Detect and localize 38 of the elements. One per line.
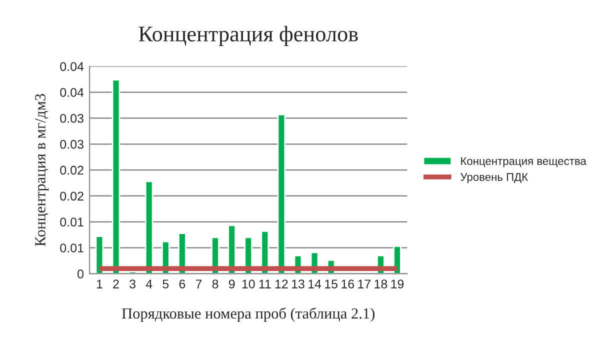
bar xyxy=(112,79,120,274)
y-tick-label: 0.02 xyxy=(60,166,84,175)
legend-label: Уровень ПДК xyxy=(460,173,528,184)
x-tick-label: 5 xyxy=(162,280,169,288)
y-axis-title: Концентрация в мг/дм3 xyxy=(35,94,49,246)
x-tick-label: 6 xyxy=(179,280,186,288)
y-tick-label: 0.02 xyxy=(60,192,84,201)
x-tick-label: 9 xyxy=(228,280,235,288)
bar xyxy=(228,224,236,274)
x-tick-label: 13 xyxy=(292,280,304,288)
y-tick-label: 0.03 xyxy=(60,114,84,123)
bar xyxy=(144,180,154,274)
y-tick-label: 0.01 xyxy=(60,218,84,226)
x-tick-label: 3 xyxy=(130,280,136,288)
x-tick-label: 11 xyxy=(259,280,271,288)
y-tick-label: 0.04 xyxy=(60,62,84,71)
x-tick-label: 14 xyxy=(308,280,322,288)
x-tick-label: 8 xyxy=(212,280,218,288)
x-tick-label: 17 xyxy=(358,280,370,288)
x-tick-label: 4 xyxy=(146,280,152,288)
x-tick-label: 7 xyxy=(196,280,202,288)
bar xyxy=(393,246,402,274)
x-tick-label: 12 xyxy=(275,280,288,288)
x-tick-label: 1 xyxy=(96,280,102,288)
y-tick-label: 0 xyxy=(78,270,84,278)
x-tick-label: 19 xyxy=(391,280,404,288)
y-tick-label: 0.04 xyxy=(60,88,84,97)
x-tick-label: 18 xyxy=(374,280,388,288)
legend-label: Концентрация вещества xyxy=(461,157,586,168)
x-tick-label: 10 xyxy=(242,280,255,288)
x-axis-title: Порядковые номера проб (таблица 2.1) xyxy=(122,308,374,322)
x-tick-label: 16 xyxy=(342,280,354,288)
y-tick-label: 0.03 xyxy=(60,140,84,149)
x-tick-label: 15 xyxy=(325,280,338,288)
x-tick-label: 2 xyxy=(113,280,119,288)
chart-title: Концентрация фенолов xyxy=(138,26,358,46)
bar xyxy=(277,114,286,274)
y-tick-label: 0.01 xyxy=(60,244,84,252)
